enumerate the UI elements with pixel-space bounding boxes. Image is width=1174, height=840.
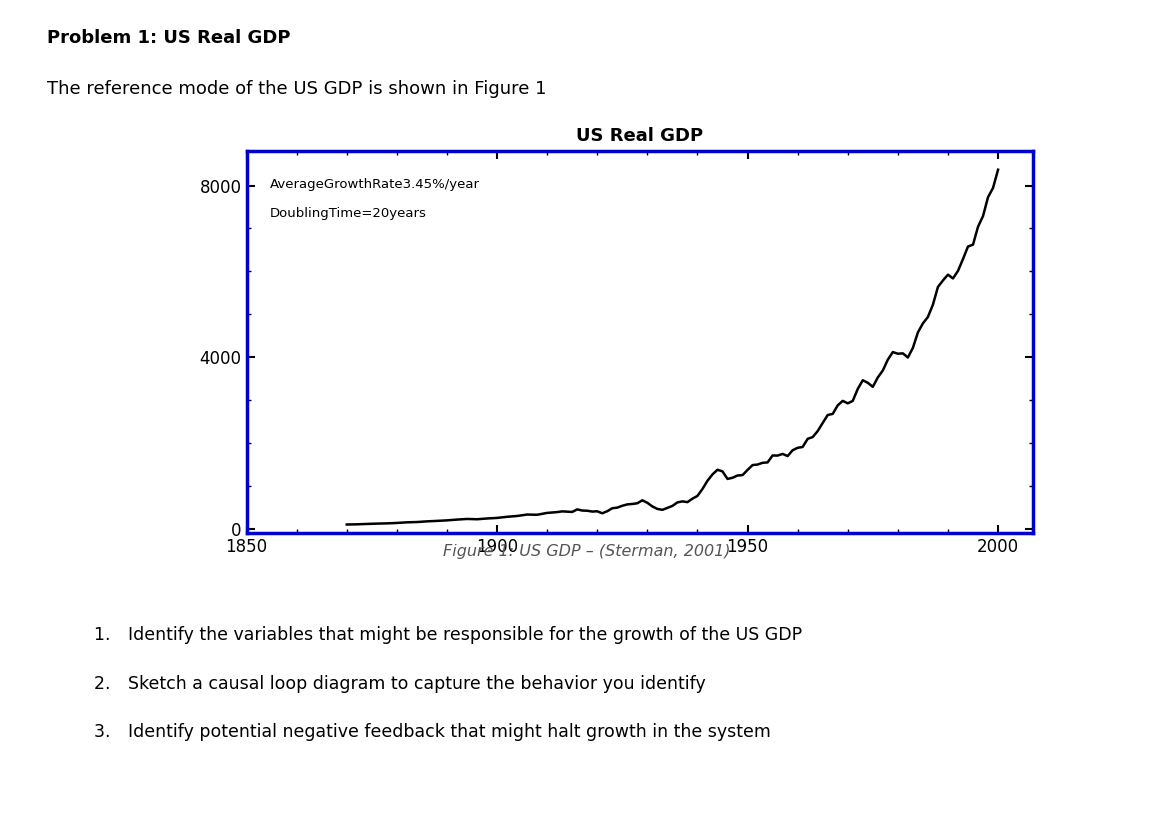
- Text: AverageGrowthRate3.45%/year: AverageGrowthRate3.45%/year: [270, 178, 480, 191]
- Text: 2.  Sketch a causal loop diagram to capture the behavior you identify: 2. Sketch a causal loop diagram to captu…: [94, 675, 706, 692]
- Title: US Real GDP: US Real GDP: [576, 128, 703, 145]
- Text: DoublingTime=20years: DoublingTime=20years: [270, 207, 427, 219]
- Text: Figure 1: US GDP – (Sterman, 2001): Figure 1: US GDP – (Sterman, 2001): [444, 544, 730, 559]
- Text: 3.  Identify potential negative feedback that might halt growth in the system: 3. Identify potential negative feedback …: [94, 723, 771, 741]
- Text: The reference mode of the US GDP is shown in Figure 1: The reference mode of the US GDP is show…: [47, 80, 546, 97]
- Text: 1.  Identify the variables that might be responsible for the growth of the US GD: 1. Identify the variables that might be …: [94, 626, 802, 643]
- Text: Problem 1: US Real GDP: Problem 1: US Real GDP: [47, 29, 290, 47]
